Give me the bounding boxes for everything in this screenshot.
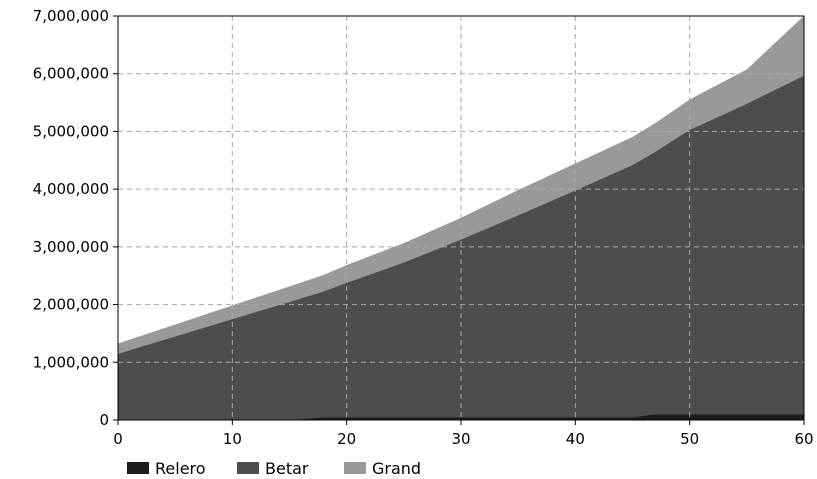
legend-item-relero: Relero	[127, 459, 206, 478]
legend-label: Grand	[372, 459, 421, 478]
y-tick-label: 5,000,000	[33, 122, 109, 140]
legend: Relero Betar Grand	[127, 459, 421, 478]
x-tick-label: 10	[223, 430, 242, 448]
y-tick-label: 3,000,000	[33, 238, 109, 256]
y-tick-label: 4,000,000	[33, 180, 109, 198]
y-tick-label: 2,000,000	[33, 296, 109, 314]
y-tick-label: 7,000,000	[33, 7, 109, 25]
y-tick-label: 0	[99, 411, 109, 429]
x-tick-label: 60	[794, 430, 813, 448]
y-tick-label: 1,000,000	[33, 353, 109, 371]
x-tick-label: 0	[113, 430, 123, 448]
x-axis: 0 10 20 30 40 50 60	[113, 420, 814, 448]
x-tick-label: 40	[566, 430, 585, 448]
grid-layer	[118, 16, 804, 420]
legend-label: Betar	[265, 459, 309, 478]
x-tick-label: 30	[451, 430, 470, 448]
legend-swatch	[237, 462, 259, 474]
legend-swatch	[127, 462, 149, 474]
legend-swatch	[344, 462, 366, 474]
x-tick-label: 50	[680, 430, 699, 448]
legend-item-betar: Betar	[237, 459, 309, 478]
x-tick-label: 20	[337, 430, 356, 448]
y-tick-label: 6,000,000	[33, 65, 109, 83]
legend-label: Relero	[155, 459, 206, 478]
y-axis: 0 1,000,000 2,000,000 3,000,000 4,000,000 5,0…	[33, 7, 118, 429]
legend-item-grand: Grand	[344, 459, 421, 478]
